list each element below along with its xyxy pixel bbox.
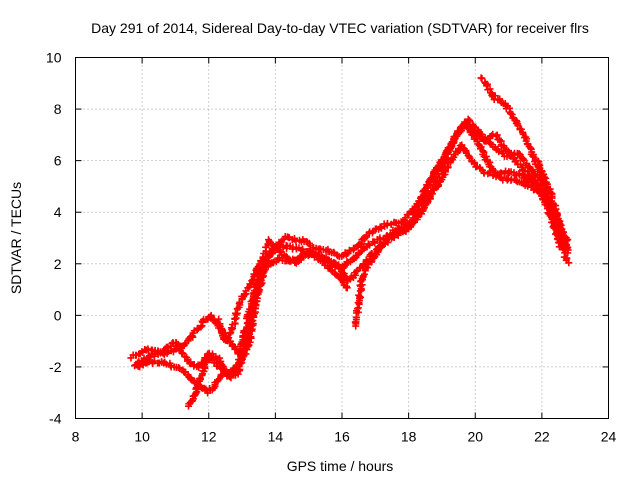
data-point (360, 270, 368, 278)
data-point (542, 179, 550, 187)
data-point (254, 263, 262, 271)
data-point (353, 305, 361, 313)
data-point (249, 276, 257, 284)
data-point (429, 170, 437, 178)
y-tick-label: 0 (54, 307, 62, 323)
series-track-8 (534, 157, 572, 257)
data-point (352, 267, 360, 275)
series-track-4 (185, 236, 351, 410)
series-track-5 (351, 118, 566, 330)
data-point (242, 335, 250, 343)
data-point (216, 322, 224, 330)
data-point (235, 299, 243, 307)
data-point (512, 177, 520, 185)
x-tick-label: 14 (268, 429, 284, 445)
data-point (259, 270, 267, 278)
x-tick-label: 12 (201, 429, 217, 445)
data-point (144, 345, 152, 353)
data-point (343, 284, 351, 292)
data-point (265, 238, 273, 246)
series-track-2 (131, 115, 572, 397)
y-tick-label: 2 (54, 256, 62, 272)
data-point (381, 239, 389, 247)
data-point (250, 270, 258, 278)
data-point (316, 245, 324, 253)
data-point (512, 156, 520, 164)
x-axis-label: GPS time / hours (287, 458, 394, 474)
data-point (515, 150, 523, 158)
y-tick-label: 4 (54, 204, 62, 220)
y-tick-label: -2 (49, 359, 62, 375)
x-tick-label: 18 (401, 429, 417, 445)
data-point (298, 253, 306, 261)
data-point (371, 239, 379, 247)
data-point (176, 365, 184, 373)
data-point (491, 92, 499, 100)
y-tick-label: -4 (49, 411, 62, 427)
data-points (127, 74, 573, 410)
y-tick-label: 6 (54, 153, 62, 169)
data-point (162, 360, 170, 368)
data-point (187, 375, 195, 383)
data-point (215, 322, 223, 330)
data-point (364, 240, 372, 248)
data-point (409, 214, 417, 222)
data-point (282, 252, 290, 260)
y-tick-label: 8 (54, 101, 62, 117)
data-point (181, 369, 189, 377)
data-point (440, 154, 448, 162)
data-point (248, 302, 256, 310)
data-point (245, 319, 253, 327)
data-point (383, 219, 391, 227)
data-point (419, 205, 427, 213)
data-point (231, 315, 239, 323)
data-point (342, 251, 350, 259)
y-axis-label: SDTVAR / TECUs (8, 182, 24, 294)
data-point (478, 74, 486, 82)
data-point (251, 271, 259, 279)
x-tick-label: 8 (72, 429, 80, 445)
chart-title: Day 291 of 2014, Sidereal Day-to-day VTE… (91, 20, 589, 36)
data-point (515, 170, 523, 178)
data-point (175, 364, 183, 371)
series-track-7 (215, 263, 262, 345)
data-point (528, 174, 536, 182)
data-point (241, 291, 249, 299)
data-point (197, 323, 205, 331)
data-point (405, 220, 413, 228)
x-tick-label: 16 (334, 429, 350, 445)
x-tick-label: 24 (601, 429, 617, 445)
data-point (486, 85, 494, 93)
data-point (225, 334, 233, 342)
data-point (231, 345, 239, 353)
y-tick-label: 10 (46, 50, 62, 66)
data-point (434, 164, 442, 172)
data-point (163, 344, 171, 352)
x-tick-label: 20 (467, 429, 483, 445)
data-point (365, 241, 373, 249)
data-point (252, 281, 260, 289)
x-tick-label: 10 (134, 429, 150, 445)
data-point (327, 266, 335, 274)
data-point (207, 352, 215, 360)
data-point (565, 259, 573, 267)
grid (75, 57, 609, 419)
data-point (355, 291, 363, 299)
x-tick-label: 22 (534, 429, 550, 445)
data-point (564, 249, 572, 257)
data-point (482, 152, 490, 160)
